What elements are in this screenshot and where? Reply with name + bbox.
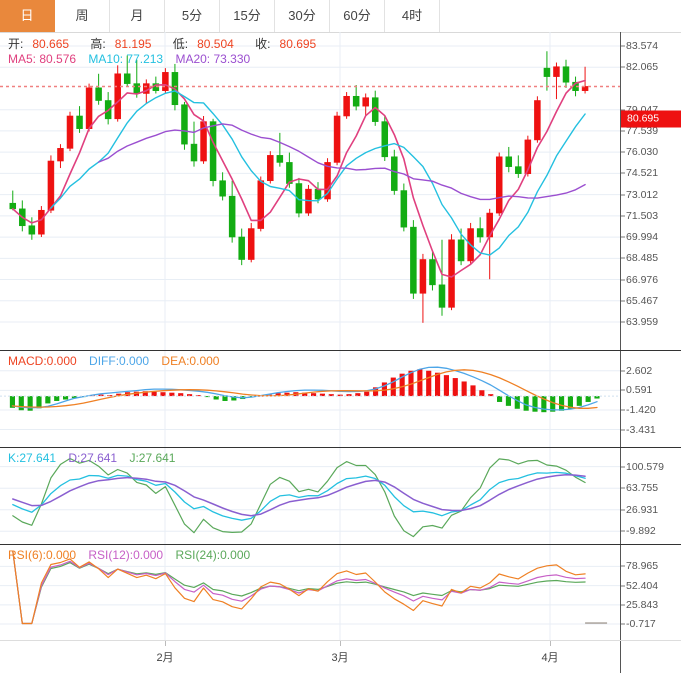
axis-label: 83.574	[626, 40, 659, 52]
axis-tick	[621, 66, 625, 68]
kdj-plot-area[interactable]	[0, 448, 620, 544]
panel-divider-1	[0, 350, 681, 351]
period-tabbar: 日周月 5分 15分 30分 60分 4时	[0, 0, 681, 33]
axis-label: 65.467	[626, 294, 659, 307]
panel-divider-2	[0, 447, 681, 448]
axis-label: -1.420	[626, 403, 656, 416]
x-axis-label: 2月	[156, 652, 174, 664]
axis-tick	[621, 370, 625, 372]
axis-label: 68.485	[626, 252, 659, 265]
kdj-axis: 100.579 63.755 26.931 -9.892	[620, 448, 681, 544]
rsi-plot-area[interactable]	[0, 545, 620, 640]
axis-tick	[621, 130, 625, 132]
tab-4[interactable]: 15分	[220, 0, 275, 32]
price-plot-area[interactable]	[0, 32, 620, 350]
axis-label: 100.579	[626, 460, 664, 473]
axis-label: 52.404	[626, 579, 659, 592]
tab-2[interactable]: 月	[110, 0, 165, 32]
panel-divider-3	[0, 544, 681, 545]
axis-label: 26.931	[626, 503, 659, 516]
axis-label: 63.755	[626, 482, 659, 495]
last-price-badge: 80.695	[621, 110, 681, 127]
axis-tick	[621, 236, 625, 238]
x-axis-tick	[340, 641, 341, 646]
axis-label: 69.994	[626, 231, 659, 244]
axis-label: 76.030	[626, 146, 659, 159]
axis-tick	[621, 321, 625, 323]
tab-1[interactable]: 周	[55, 0, 110, 32]
axis-tick	[621, 604, 625, 606]
tabbar-filler	[440, 0, 681, 32]
axis-tick	[621, 429, 625, 431]
axis-tick	[621, 530, 625, 532]
rsi-panel[interactable]: RSI(6):0.000 RSI(12):0.000 RSI(24):0.000…	[0, 545, 681, 640]
axis-tick	[621, 194, 625, 196]
axis-tick	[621, 466, 625, 468]
axis-tick	[621, 300, 625, 302]
macd-axis: 2.602 0.591 -1.420 -3.431	[620, 351, 681, 447]
axis-tick	[621, 585, 625, 587]
axis-label: 2.602	[626, 364, 653, 377]
axis-label: 63.959	[626, 316, 659, 328]
price-axis: 83.57482.06579.04777.53976.03074.52173.0…	[620, 32, 681, 350]
tab-7[interactable]: 4时	[385, 0, 440, 32]
axis-label: 77.539	[626, 124, 659, 137]
axis-tick	[621, 257, 625, 259]
axis-tick	[621, 279, 625, 281]
macd-panel[interactable]: MACD:0.000 DIFF:0.000 DEA:0.000 2.602 0.5…	[0, 351, 681, 447]
axis-tick	[621, 409, 625, 411]
axis-tick	[621, 151, 625, 153]
axis-tick	[621, 172, 625, 174]
tab-5[interactable]: 30分	[275, 0, 330, 32]
time-axis: 2月 3月 4月	[0, 640, 681, 673]
axis-label: 73.012	[626, 188, 659, 201]
axis-label: 78.965	[626, 560, 659, 573]
axis-label: 25.843	[626, 598, 659, 611]
macd-plot-area[interactable]	[0, 351, 620, 447]
axis-label: 66.976	[626, 273, 659, 286]
axis-label: 82.065	[626, 61, 659, 74]
axis-label: -3.431	[626, 423, 656, 436]
axis-tick	[621, 215, 625, 217]
axis-corner-divider	[620, 641, 621, 673]
x-axis-tick	[550, 641, 551, 646]
axis-label: -9.892	[626, 525, 656, 538]
axis-tick	[621, 109, 625, 111]
axis-label: 71.503	[626, 209, 659, 222]
axis-label: 74.521	[626, 167, 659, 180]
x-axis-tick	[165, 641, 166, 646]
price-chart-panel[interactable]: 开: 80.665 高: 81.195 低: 80.504 收: 80.695 MA5:…	[0, 32, 681, 350]
axis-label: 0.591	[626, 384, 653, 397]
x-axis-label: 3月	[331, 652, 349, 664]
axis-tick	[621, 509, 625, 511]
axis-tick	[621, 389, 625, 391]
kdj-panel[interactable]: K:27.641 D:27.641 J:27.641 100.579 63.755…	[0, 448, 681, 544]
axis-tick	[621, 565, 625, 567]
axis-label: -0.717	[626, 618, 656, 630]
tab-3[interactable]: 5分	[165, 0, 220, 32]
axis-tick	[621, 487, 625, 489]
axis-tick	[621, 623, 625, 625]
rsi-axis: 78.965 52.404 25.843 -0.717	[620, 545, 681, 640]
axis-tick	[621, 45, 625, 47]
tab-0[interactable]: 日	[0, 0, 55, 32]
x-axis-label: 4月	[541, 652, 559, 664]
tab-6[interactable]: 60分	[330, 0, 385, 32]
